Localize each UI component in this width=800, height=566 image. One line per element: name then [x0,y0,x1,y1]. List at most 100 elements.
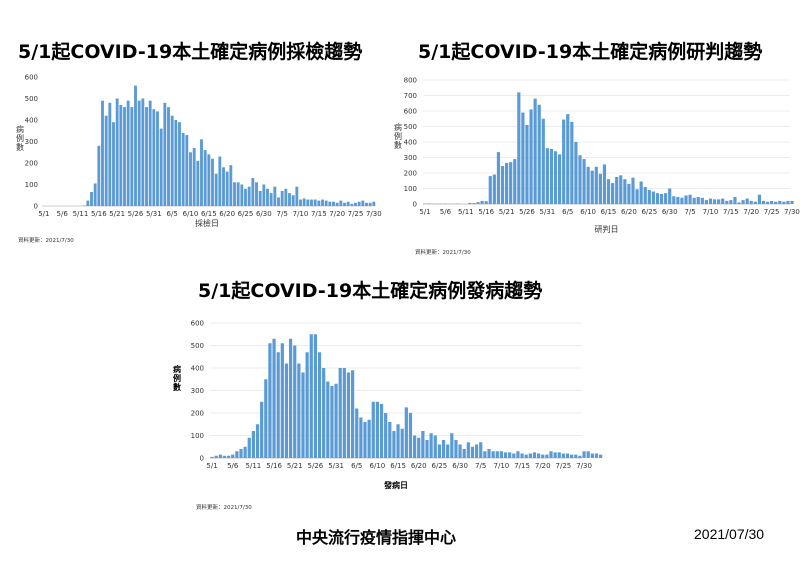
bar [425,440,429,458]
bar [450,433,454,458]
x-tick-label: 7/5 [475,462,486,470]
bar [611,183,615,204]
bar [343,202,346,206]
bar [189,152,192,206]
bar [598,454,603,458]
bar [582,451,586,458]
bar [346,201,350,206]
bar [355,408,359,458]
x-tick-label: 5/6 [227,462,239,470]
x-tick-label: 5/1 [38,210,49,218]
bar [790,200,794,204]
panel2-title: 5/1起COVID-19本土確定病例研判趨勢 [418,41,763,63]
bar [229,165,233,206]
bar [321,199,324,206]
bar [553,151,558,204]
bar [446,444,450,458]
bar [672,196,676,204]
bar [309,334,313,458]
bar [326,381,330,458]
bar [549,451,553,458]
bar [192,147,196,206]
x-tick-label: 5/1 [206,462,217,470]
bar [492,174,496,204]
bar [211,158,214,206]
bar [375,401,380,458]
bar [696,197,700,204]
bar [503,452,508,458]
bar [627,183,631,204]
bar [590,170,594,204]
panel1-footnote: 資料更新：2021/7/30 [18,238,74,244]
x-tick-label: 6/25 [432,462,448,470]
bar [104,115,108,206]
bar [619,175,623,204]
bar [421,431,425,458]
bar [454,440,458,458]
bar [462,449,466,458]
bar [262,184,266,206]
y-tick-label: 0 [413,201,417,209]
y-tick-label: 100 [25,181,38,189]
bar [357,201,361,206]
bar [688,194,692,204]
bar [574,454,578,458]
bar [745,198,749,204]
bar [524,454,528,458]
x-tick-label: 7/5 [277,210,288,218]
bar [586,451,590,458]
bar [236,182,240,206]
bar [561,453,566,458]
bar [721,198,725,204]
x-tick-label: 6/30 [452,462,468,470]
panel3-footnote: 資料更新：2021/7/30 [196,505,252,511]
x-tick-label: 6/10 [183,210,199,218]
bar [130,107,134,206]
bar [317,352,322,458]
bar [313,334,318,458]
bar [203,150,207,206]
bar [174,120,178,206]
x-tick-label: 5/16 [266,462,282,470]
bar [433,435,437,458]
bar [532,452,537,458]
bar [200,139,203,206]
y-tick-label: 300 [191,387,204,395]
bar [512,453,516,458]
bar [562,119,566,204]
x-tick-label: 6/5 [562,208,573,216]
bar [280,343,284,458]
x-tick-label: 5/11 [73,210,89,218]
x-tick-label: 5/21 [499,208,515,216]
bar [251,431,256,458]
bar [335,202,339,206]
x-tick-label: 5/21 [109,210,125,218]
y-tick-label: 500 [25,95,38,103]
x-tick-label: 7/15 [514,462,530,470]
bar [468,202,472,204]
bar [123,107,126,206]
x-tick-label: 6/15 [201,210,217,218]
bar [635,189,639,204]
bar [676,197,680,204]
bar [500,166,505,204]
bar [639,181,643,204]
bar [761,200,766,204]
y-tick-label: 200 [404,170,417,178]
bar [549,148,554,204]
bar [240,184,244,206]
bar [218,454,222,458]
bar [480,200,484,204]
x-tick-label: 7/25 [764,208,780,216]
bar [178,122,181,206]
bar [590,453,594,458]
x-tick-label: 5/11 [458,208,474,216]
bar [404,407,408,458]
bar [606,179,611,204]
x-tick-label: 7/30 [576,462,592,470]
bar [396,424,400,458]
x-tick-label: 5/26 [519,208,535,216]
bar [458,444,462,458]
bar [268,343,272,458]
x-tick-label: 5/16 [91,210,107,218]
